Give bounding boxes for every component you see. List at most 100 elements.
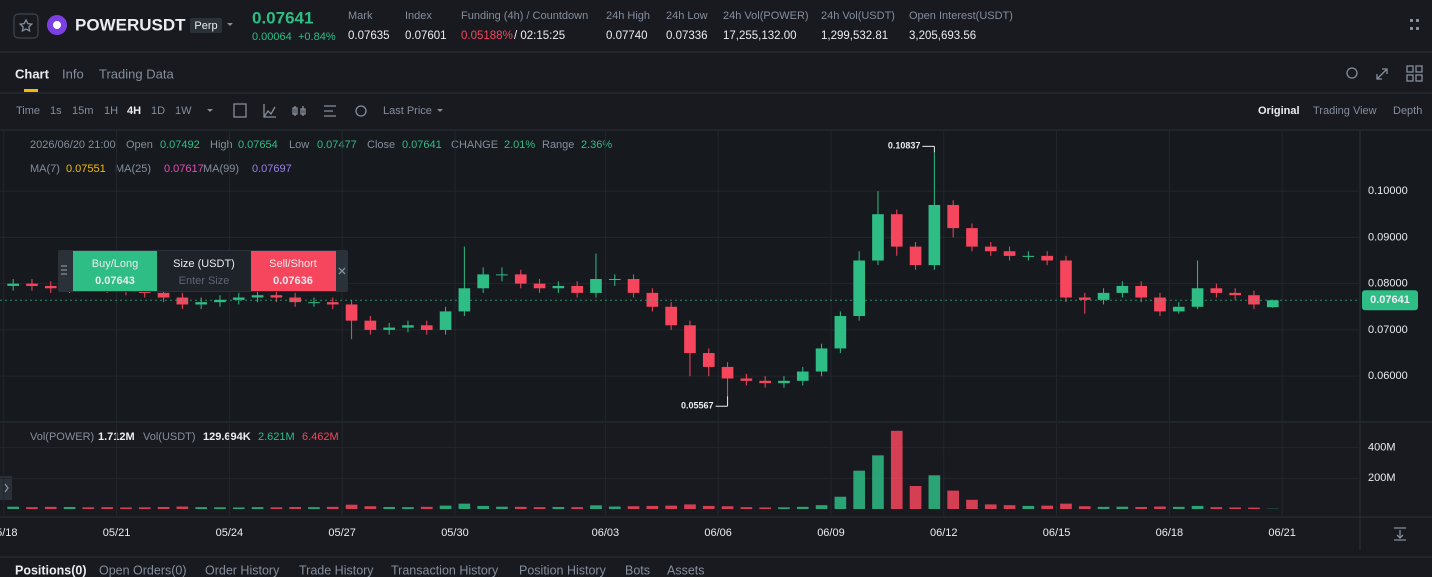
interval[interactable]: 1H: [104, 105, 118, 117]
stat-value: 0.07740: [606, 30, 648, 42]
candle-body: [345, 304, 358, 321]
favorite-button[interactable]: [13, 13, 39, 39]
volume-bar: [1097, 506, 1110, 509]
candle-body: [815, 348, 828, 372]
candle-body: [1210, 288, 1223, 293]
interval[interactable]: Time: [16, 105, 40, 117]
symbol[interactable]: POWERUSDT: [75, 15, 186, 34]
interval[interactable]: 15m: [72, 105, 93, 117]
bottom-tab[interactable]: Positions(0): [15, 563, 87, 577]
contract: Perp: [194, 20, 217, 32]
candle-body: [270, 295, 283, 298]
tab[interactable]: Info: [62, 66, 84, 81]
settings-icon[interactable]: [324, 105, 336, 117]
candle-body: [533, 283, 546, 289]
candle-body: [665, 306, 677, 326]
view[interactable]: Trading View: [1313, 105, 1377, 117]
tab[interactable]: Chart: [15, 66, 50, 81]
scale-icon[interactable]: [1394, 527, 1406, 541]
candle-body: [1229, 292, 1241, 296]
candle-body: [853, 260, 865, 317]
bottom-tab[interactable]: Transaction History: [391, 563, 499, 577]
tab[interactable]: Trading Data: [99, 66, 174, 81]
info-datetime: 2026/06/20 21:00: [30, 139, 116, 151]
candle-body: [1135, 285, 1147, 298]
interval[interactable]: 1s: [50, 105, 62, 117]
sell-label: Sell/Short: [269, 258, 317, 270]
ma-value: 0.07617: [164, 163, 204, 175]
volume-value: 2.621M: [258, 431, 295, 443]
candle-body: [984, 246, 997, 252]
volume-bar: [947, 490, 959, 509]
x-tick-label: 05/27: [328, 527, 356, 539]
price-type[interactable]: Last Price: [383, 105, 432, 117]
tools-icon[interactable]: [355, 105, 367, 117]
dropdown-icon[interactable]: [227, 23, 233, 26]
volume-bar: [815, 505, 828, 509]
buy-button[interactable]: [73, 251, 157, 291]
indicator-icon[interactable]: [263, 104, 276, 118]
interval[interactable]: 1D: [151, 105, 165, 117]
interval[interactable]: 4H: [127, 105, 141, 117]
candle-body: [646, 292, 659, 307]
candle-body: [966, 228, 978, 247]
volume-bar: [928, 475, 941, 509]
view[interactable]: Original: [1258, 105, 1300, 117]
stat-label: Mark: [348, 10, 373, 22]
info-label: Range: [542, 139, 574, 151]
volume-bar: [1154, 506, 1166, 509]
bottom-tab[interactable]: Trade History: [299, 563, 374, 577]
volume-bar: [890, 430, 903, 509]
candle-body: [176, 297, 189, 305]
chart-type-icon[interactable]: [292, 106, 306, 116]
calendar-icon[interactable]: [233, 103, 247, 118]
stat-value: 3,205,693.56: [909, 30, 976, 42]
x-tick-label: 06/15: [1043, 527, 1071, 539]
buy-label: Buy/Long: [92, 258, 138, 270]
bottom-tab[interactable]: Assets: [667, 563, 705, 577]
plot: 0.06000 0.07000 0.08000 0.09000 0.10000 200M 4…: [0, 130, 1418, 539]
bottom-tab[interactable]: Position History: [519, 563, 607, 577]
stat-label: 24h Vol(POWER): [723, 10, 809, 22]
star-icon: [18, 18, 34, 33]
sell-button[interactable]: [251, 251, 336, 291]
stat-value: 0.07601: [405, 30, 447, 42]
menu-icon[interactable]: [1410, 19, 1419, 30]
dropdown-icon[interactable]: [207, 109, 213, 112]
bottom-tab[interactable]: Order History: [205, 563, 280, 577]
candle-body: [1266, 300, 1279, 308]
volume-bar: [533, 507, 546, 509]
volume-bar: [458, 503, 471, 509]
last-price-tag: [1362, 290, 1418, 311]
alert-icon[interactable]: [1346, 67, 1358, 79]
volume-bar: [63, 507, 76, 509]
candle-body: [684, 325, 696, 354]
layout-icon[interactable]: [1406, 65, 1423, 82]
buy-price: 0.07643: [95, 275, 135, 287]
bottom-tab[interactable]: Bots: [625, 563, 650, 577]
size-label: Size (USDT): [173, 258, 235, 270]
stat-value: 0.07635: [348, 30, 390, 42]
bottom-tab[interactable]: Open Orders(0): [99, 563, 187, 577]
view[interactable]: Depth: [1393, 105, 1422, 117]
side-toggle[interactable]: [0, 476, 12, 500]
close-icon[interactable]: [338, 267, 346, 275]
candle-body: [477, 274, 489, 289]
interval[interactable]: 1W: [175, 105, 192, 117]
stat-extra: / 02:15:25: [514, 30, 565, 42]
dropdown-icon[interactable]: [437, 109, 443, 112]
expand-icon[interactable]: [1376, 68, 1388, 80]
drag-handle[interactable]: [61, 265, 67, 275]
info-value: 2.01%: [504, 139, 535, 151]
price-change-pct: +0.84%: [298, 31, 336, 43]
volume-bar: [496, 506, 508, 509]
candle-body: [759, 380, 771, 384]
volume-bar: [627, 506, 640, 509]
volume-label: Vol(USDT): [143, 431, 196, 443]
candle-body: [608, 279, 621, 281]
candle-body: [496, 274, 508, 276]
volume-bar: [7, 506, 19, 509]
candle-body: [702, 353, 715, 367]
size-placeholder: Enter Size: [179, 275, 230, 287]
size-input[interactable]: [157, 251, 251, 291]
